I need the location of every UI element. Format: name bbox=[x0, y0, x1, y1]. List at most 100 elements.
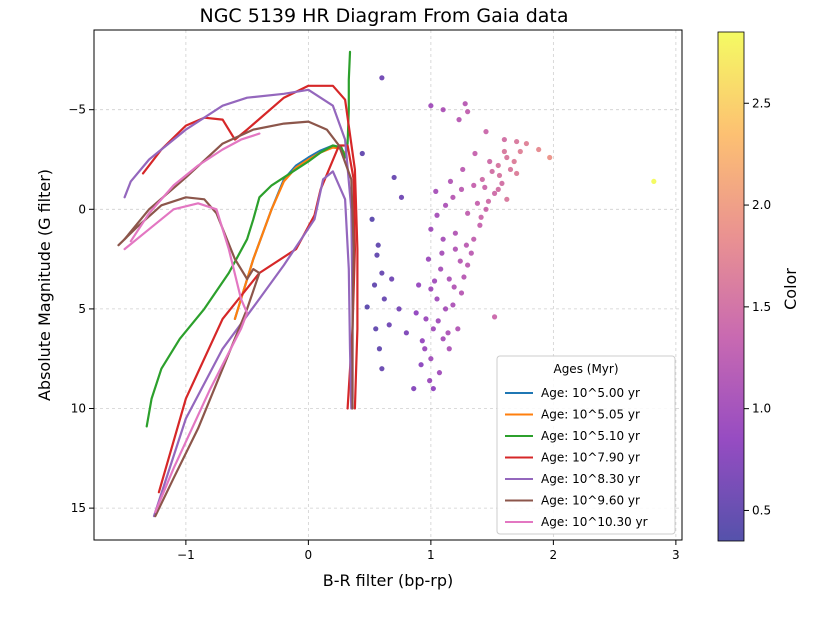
star-point bbox=[381, 296, 387, 302]
star-point bbox=[434, 296, 440, 302]
star-point bbox=[386, 322, 392, 328]
isochrone-10-9-60-branch bbox=[123, 120, 355, 410]
star-point bbox=[445, 330, 451, 336]
star-point bbox=[651, 178, 657, 185]
star-point bbox=[428, 286, 434, 292]
isochrone-10-10-30 bbox=[123, 202, 249, 514]
star-point bbox=[455, 326, 461, 332]
star-point bbox=[359, 150, 365, 157]
star-point bbox=[478, 214, 484, 220]
star-point bbox=[463, 242, 469, 248]
star-point bbox=[482, 184, 488, 190]
isochrone-10-9-60 bbox=[117, 196, 261, 518]
star-point bbox=[458, 290, 465, 296]
scatter-points bbox=[359, 75, 657, 392]
star-point bbox=[428, 226, 434, 232]
star-point bbox=[483, 129, 489, 135]
y-tick-label: 10 bbox=[71, 402, 86, 416]
star-point bbox=[458, 186, 465, 192]
star-point bbox=[456, 117, 462, 123]
star-point bbox=[416, 282, 422, 288]
star-point bbox=[428, 356, 434, 362]
star-point bbox=[440, 107, 446, 113]
colorbar-tick-label: 2.0 bbox=[752, 198, 771, 212]
star-point bbox=[418, 362, 424, 368]
star-point bbox=[495, 186, 501, 192]
star-point bbox=[465, 109, 471, 115]
legend-label: Age: 10^5.10 yr bbox=[541, 429, 640, 443]
x-tick-label: 2 bbox=[550, 548, 558, 562]
star-point bbox=[491, 314, 498, 320]
star-point bbox=[460, 166, 466, 173]
star-point bbox=[462, 101, 468, 107]
star-point bbox=[423, 316, 429, 322]
star-point bbox=[523, 140, 530, 147]
star-point bbox=[472, 150, 478, 157]
star-point bbox=[450, 194, 456, 200]
star-point bbox=[495, 162, 501, 169]
star-point bbox=[514, 138, 520, 145]
star-point bbox=[391, 174, 397, 181]
star-point bbox=[471, 182, 477, 188]
colorbar-label: Color bbox=[781, 268, 800, 310]
star-point bbox=[434, 212, 440, 218]
x-tick-label: 0 bbox=[305, 548, 313, 562]
star-point bbox=[431, 278, 438, 284]
star-point bbox=[403, 330, 409, 336]
colorbar-gradient bbox=[717, 31, 745, 542]
star-point bbox=[422, 346, 428, 352]
isochrone-10-8-30 bbox=[152, 170, 353, 518]
star-point bbox=[398, 194, 405, 200]
legend-label: Age: 10^5.00 yr bbox=[541, 386, 640, 400]
legend-label: Age: 10^5.05 yr bbox=[541, 408, 640, 422]
star-point bbox=[374, 252, 380, 258]
colorbar-tick-label: 0.5 bbox=[752, 503, 771, 517]
star-point bbox=[501, 148, 507, 155]
star-point bbox=[439, 250, 445, 256]
y-tick-label: 0 bbox=[78, 202, 86, 216]
star-point bbox=[547, 154, 553, 161]
star-point bbox=[465, 262, 471, 268]
isochrone-10-5-10 bbox=[145, 50, 352, 428]
star-point bbox=[499, 180, 505, 186]
star-point bbox=[396, 306, 402, 312]
star-point bbox=[379, 366, 385, 372]
star-point bbox=[425, 256, 432, 262]
plot-frame bbox=[93, 29, 683, 541]
star-point bbox=[491, 190, 498, 196]
star-point bbox=[435, 318, 441, 324]
star-point bbox=[485, 198, 492, 204]
star-point bbox=[465, 210, 471, 216]
isochrone-10-5-05 bbox=[233, 146, 347, 320]
x-tick-label: −1 bbox=[177, 548, 195, 562]
star-point bbox=[536, 146, 542, 153]
star-point bbox=[440, 236, 446, 242]
legend-label: Age: 10^9.60 yr bbox=[541, 494, 640, 508]
star-point bbox=[379, 270, 385, 276]
star-point bbox=[517, 148, 523, 155]
colorbar-tick-label: 2.5 bbox=[752, 96, 771, 110]
star-point bbox=[451, 284, 457, 290]
star-point bbox=[468, 250, 474, 256]
star-point bbox=[477, 222, 483, 228]
star-point bbox=[379, 75, 385, 81]
x-axis-label: B-R filter (bp-rp) bbox=[323, 571, 454, 590]
star-point bbox=[457, 258, 463, 264]
chart-title: NGC 5139 HR Diagram From Gaia data bbox=[199, 5, 568, 27]
star-point bbox=[507, 166, 514, 173]
legend: Ages (Myr) Age: 10^5.00 yr Age: 10^5.05 y… bbox=[496, 355, 676, 535]
isochrone-10-7-90-branch bbox=[141, 84, 359, 410]
star-point bbox=[375, 242, 381, 248]
star-point bbox=[461, 274, 467, 280]
y-axis-label: Absolute Magnitude (G filter) bbox=[35, 169, 54, 401]
star-point bbox=[442, 306, 449, 312]
star-point bbox=[364, 304, 370, 310]
star-point bbox=[373, 326, 379, 332]
star-point bbox=[371, 282, 378, 288]
star-point bbox=[479, 176, 485, 183]
isochrone-curves bbox=[117, 50, 359, 518]
star-point bbox=[489, 168, 495, 175]
star-point bbox=[428, 103, 434, 109]
x-axis-ticks: −1 0 1 2 3 bbox=[177, 540, 680, 562]
